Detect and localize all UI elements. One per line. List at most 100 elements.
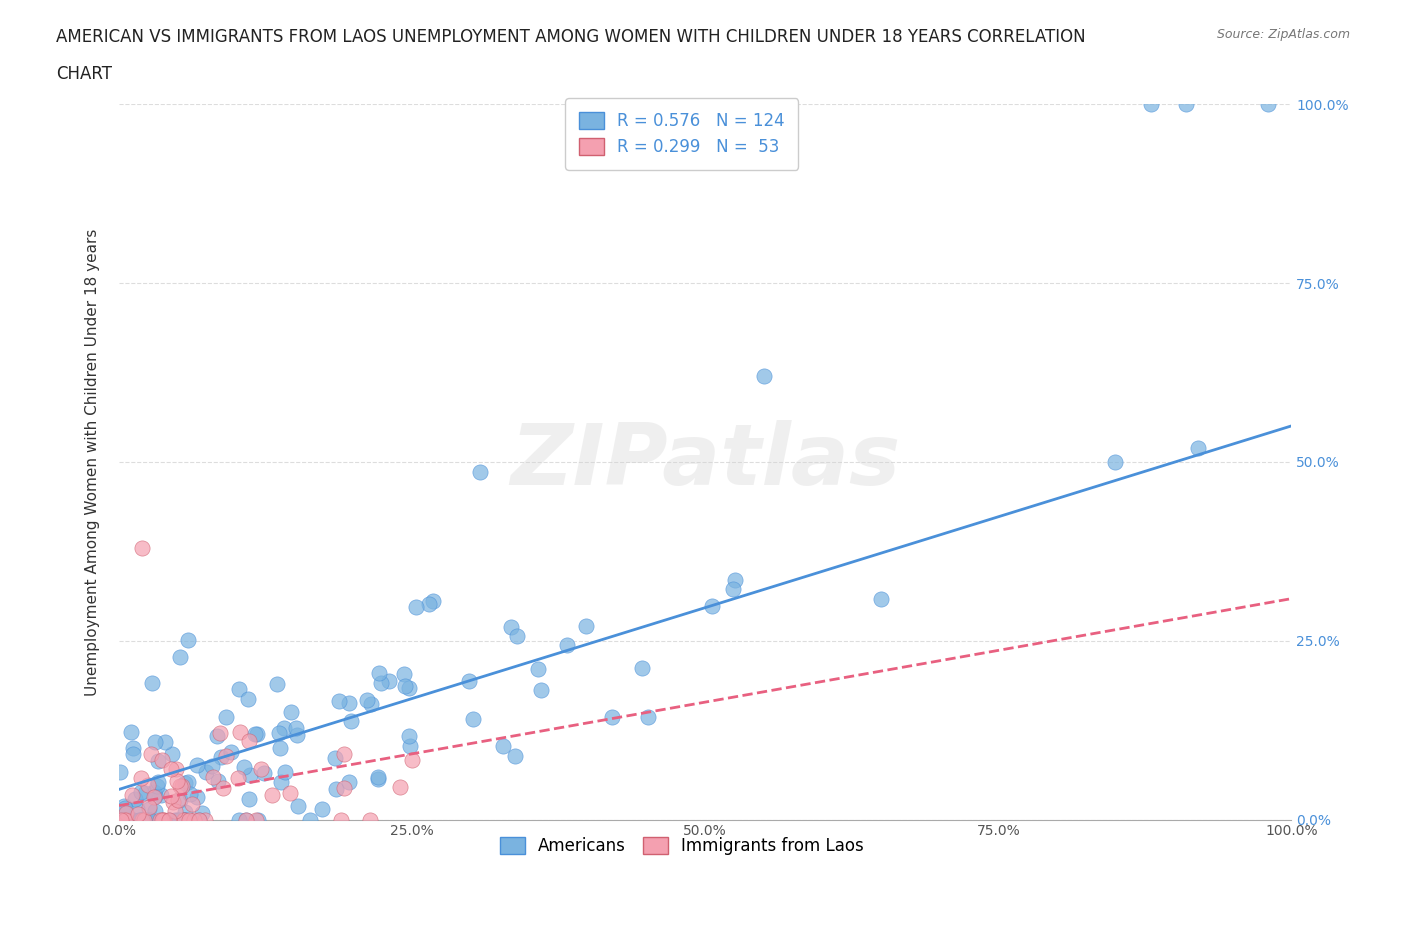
Point bbox=[468, 465, 491, 480]
Point bbox=[328, 694, 350, 709]
Point bbox=[1139, 97, 1161, 112]
Point bbox=[131, 812, 153, 827]
Point bbox=[226, 770, 249, 785]
Point bbox=[285, 727, 308, 742]
Point bbox=[389, 779, 412, 794]
Point bbox=[215, 749, 238, 764]
Point bbox=[235, 812, 257, 827]
Point bbox=[360, 697, 382, 711]
Point bbox=[166, 773, 188, 788]
Point bbox=[188, 812, 211, 827]
Point bbox=[752, 368, 775, 383]
Point bbox=[503, 749, 526, 764]
Point bbox=[138, 802, 160, 817]
Point bbox=[269, 726, 291, 741]
Point bbox=[160, 747, 183, 762]
Point bbox=[186, 758, 208, 773]
Point bbox=[108, 764, 131, 779]
Point bbox=[260, 788, 283, 803]
Point bbox=[205, 728, 228, 743]
Point bbox=[457, 673, 479, 688]
Point bbox=[129, 785, 152, 800]
Point bbox=[159, 812, 181, 827]
Point bbox=[506, 629, 529, 644]
Y-axis label: Unemployment Among Women with Children Under 18 years: Unemployment Among Women with Children U… bbox=[86, 228, 100, 696]
Point bbox=[280, 704, 302, 719]
Point bbox=[124, 792, 146, 807]
Point bbox=[143, 790, 166, 804]
Point bbox=[131, 812, 153, 827]
Point bbox=[122, 747, 145, 762]
Point bbox=[149, 812, 172, 827]
Point bbox=[110, 812, 132, 827]
Point bbox=[169, 778, 191, 793]
Point bbox=[152, 812, 174, 827]
Point bbox=[167, 792, 190, 807]
Point bbox=[121, 741, 143, 756]
Point bbox=[162, 794, 184, 809]
Point bbox=[211, 780, 233, 795]
Point bbox=[186, 789, 208, 804]
Point bbox=[150, 788, 173, 803]
Point bbox=[278, 785, 301, 800]
Point bbox=[169, 650, 191, 665]
Point bbox=[356, 693, 378, 708]
Point bbox=[530, 683, 553, 698]
Point bbox=[127, 802, 149, 817]
Point bbox=[418, 596, 440, 611]
Point bbox=[180, 796, 202, 811]
Point bbox=[146, 775, 169, 790]
Point bbox=[169, 792, 191, 807]
Point bbox=[246, 726, 269, 741]
Point bbox=[724, 573, 747, 588]
Text: Source: ZipAtlas.com: Source: ZipAtlas.com bbox=[1216, 28, 1350, 41]
Point bbox=[177, 775, 200, 790]
Point bbox=[132, 812, 155, 827]
Point bbox=[148, 753, 170, 768]
Point bbox=[401, 752, 423, 767]
Point bbox=[208, 725, 231, 740]
Point bbox=[139, 747, 162, 762]
Point bbox=[394, 679, 416, 694]
Point bbox=[398, 738, 420, 753]
Point bbox=[284, 721, 307, 736]
Point bbox=[120, 812, 142, 827]
Point bbox=[239, 767, 262, 782]
Point bbox=[127, 806, 149, 821]
Point bbox=[723, 581, 745, 596]
Point bbox=[173, 812, 195, 827]
Point bbox=[378, 674, 401, 689]
Point bbox=[128, 812, 150, 827]
Point bbox=[325, 782, 347, 797]
Point bbox=[111, 812, 134, 827]
Point bbox=[245, 812, 267, 827]
Point bbox=[330, 812, 353, 827]
Point bbox=[311, 802, 333, 817]
Point bbox=[179, 787, 201, 802]
Point bbox=[112, 798, 135, 813]
Point bbox=[177, 812, 200, 827]
Point bbox=[600, 710, 623, 724]
Point bbox=[274, 764, 297, 779]
Point bbox=[236, 692, 259, 707]
Point bbox=[173, 812, 195, 827]
Point bbox=[128, 812, 150, 827]
Point bbox=[270, 775, 292, 790]
Point bbox=[131, 812, 153, 827]
Point bbox=[1174, 97, 1197, 112]
Point bbox=[138, 800, 160, 815]
Point bbox=[392, 667, 415, 682]
Point bbox=[201, 759, 224, 774]
Point bbox=[228, 724, 250, 739]
Point bbox=[368, 666, 391, 681]
Point bbox=[1104, 455, 1126, 470]
Point bbox=[266, 676, 288, 691]
Point bbox=[422, 593, 444, 608]
Point bbox=[139, 812, 162, 827]
Point bbox=[166, 812, 188, 827]
Point bbox=[367, 772, 389, 787]
Point bbox=[870, 591, 893, 606]
Point bbox=[299, 812, 322, 827]
Point bbox=[131, 540, 153, 555]
Point bbox=[333, 747, 356, 762]
